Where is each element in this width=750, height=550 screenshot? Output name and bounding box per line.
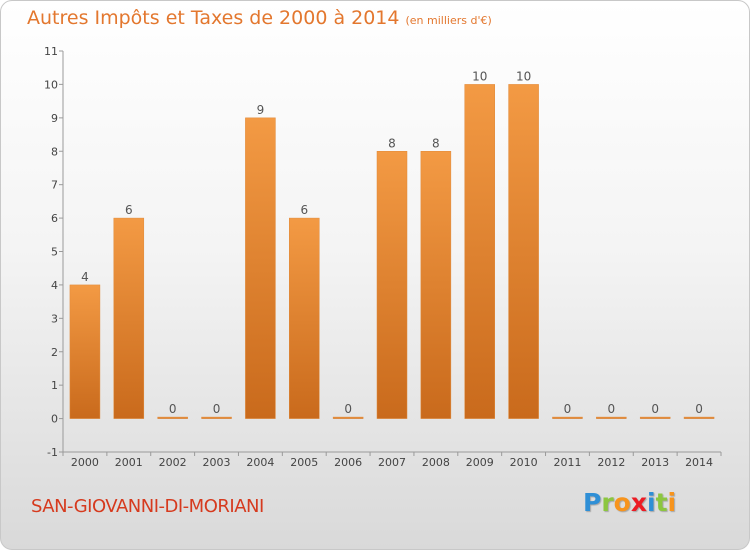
data-label-2011: 0	[564, 402, 572, 416]
bar-2000	[69, 284, 101, 419]
bar-2010	[508, 84, 539, 419]
data-label-2013: 0	[651, 402, 659, 416]
bar-2002	[157, 416, 188, 419]
data-label-2001: 6	[125, 203, 133, 217]
y-tick-label: 9	[51, 112, 58, 125]
x-tick-label-2005: 2005	[290, 456, 318, 469]
y-tick-label: 11	[44, 45, 58, 58]
commune-name: SAN-GIOVANNI-DI-MORIANI	[31, 496, 264, 517]
x-tick-label-2011: 2011	[553, 456, 581, 469]
bar-2001	[113, 217, 145, 419]
x-tick-label-2008: 2008	[422, 456, 450, 469]
x-tick-label-2013: 2013	[641, 456, 669, 469]
y-tick-label: 0	[51, 413, 58, 426]
x-axis-ticks: 2000 2001 2002 2003 2004 2005 2006 2007 2008 2009…	[62, 452, 722, 469]
x-tick-label-2012: 2012	[597, 456, 625, 469]
logo-letter: o	[613, 488, 631, 517]
x-tick-label-2006: 2006	[334, 456, 362, 469]
data-label-2002: 0	[169, 402, 177, 416]
y-tick-label: 8	[51, 145, 58, 158]
bar-2006	[332, 416, 364, 419]
data-label-2012: 0	[608, 402, 616, 416]
logo-letter: r	[601, 488, 614, 517]
data-label-2004: 9	[257, 103, 265, 117]
x-tick-label-2009: 2009	[466, 456, 494, 469]
bar-2009	[464, 84, 495, 419]
y-tick-label: 2	[51, 346, 58, 359]
data-label-2010: 10	[516, 69, 531, 83]
y-tick-label: -1	[47, 446, 58, 459]
logo-letter: P	[583, 488, 602, 517]
chart-unit: (en milliers d'€)	[405, 14, 492, 27]
y-tick-label: 1	[51, 379, 58, 392]
y-tick-label: 3	[51, 312, 58, 325]
x-tick-label-2010: 2010	[510, 456, 538, 469]
data-label-2006: 0	[344, 402, 352, 416]
bar-2012	[596, 416, 627, 419]
x-tick-label-2003: 2003	[203, 456, 231, 469]
data-label-2014: 0	[695, 402, 703, 416]
x-tick-label-2004: 2004	[246, 456, 274, 469]
y-tick-label: 5	[51, 246, 58, 259]
x-tick-label-2002: 2002	[159, 456, 187, 469]
bars-group: 4 6 0 0 9 6 0 8 8 10 10 0 0 0 0	[69, 69, 715, 419]
bar-2005	[289, 217, 320, 419]
y-tick-label: 6	[51, 212, 58, 225]
data-label-2000: 4	[81, 270, 89, 284]
y-tick-label: 7	[51, 179, 58, 192]
logo-letter: i	[667, 488, 677, 517]
bar-2004	[245, 117, 276, 419]
logo-letter: t	[655, 488, 668, 517]
bar-2008	[420, 151, 452, 419]
bar-2011	[552, 416, 583, 419]
y-tick-label: 4	[51, 279, 58, 292]
x-tick-label-2007: 2007	[378, 456, 406, 469]
x-tick-label-2000: 2000	[71, 456, 99, 469]
proxiti-logo: Proxiti	[583, 488, 676, 517]
bar-2007	[376, 151, 408, 419]
bar-2013	[639, 416, 671, 419]
x-tick-label-2001: 2001	[115, 456, 143, 469]
data-label-2007: 8	[388, 136, 396, 150]
logo-letter: i	[647, 488, 656, 517]
logo-letter: x	[630, 488, 647, 517]
x-tick-label-2014: 2014	[685, 456, 713, 469]
chart-title: Autres Impôts et Taxes de 2000 à 2014 (en…	[27, 7, 492, 29]
y-axis-ticks: -1 0 1 2 3 4 5 6 7 8 9 10 11	[44, 45, 63, 459]
y-tick-label: 10	[44, 78, 58, 91]
data-label-2003: 0	[213, 402, 221, 416]
data-label-2009: 10	[472, 69, 487, 83]
chart-title-text: Autres Impôts et Taxes de 2000 à 2014	[27, 7, 400, 29]
data-label-2005: 6	[300, 203, 308, 217]
bar-2014	[683, 416, 715, 419]
bar-2003	[201, 416, 232, 419]
data-label-2008: 8	[432, 136, 440, 150]
